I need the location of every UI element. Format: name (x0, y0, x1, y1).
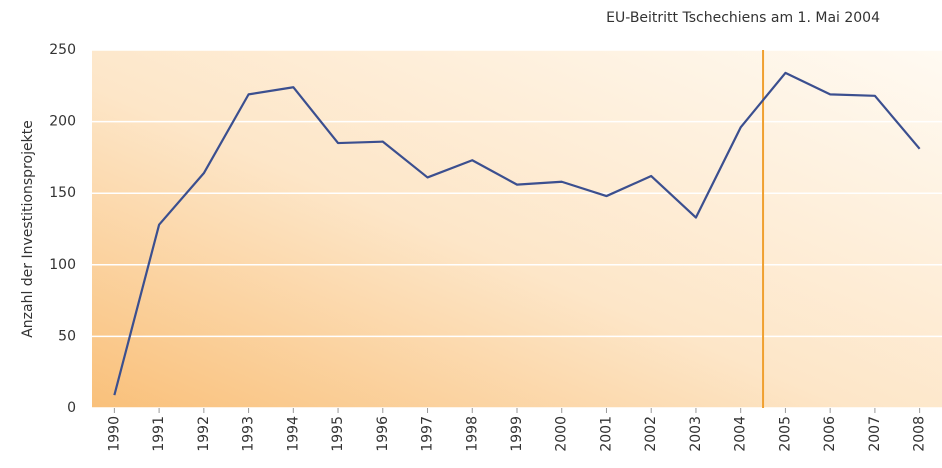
x-tick-label: 1998 (464, 416, 480, 452)
x-tick-label: 2003 (688, 416, 704, 452)
x-tick-label: 2006 (822, 416, 838, 452)
x-tick-label: 2005 (777, 416, 793, 452)
x-tick-label: 1991 (151, 416, 167, 452)
x-tick-label: 2000 (554, 416, 570, 452)
x-tick-label: 2008 (912, 416, 928, 452)
x-tick-label: 1999 (509, 416, 525, 452)
y-tick-label: 200 (49, 114, 76, 130)
y-axis-label: Anzahl der Investitionsprojekte (20, 120, 36, 338)
x-tick-label: 1992 (196, 416, 212, 452)
y-tick-label: 0 (67, 400, 76, 416)
x-tick-label: 1993 (241, 416, 257, 452)
x-tick-label: 2001 (598, 416, 614, 452)
x-tick-label: 2002 (643, 416, 659, 452)
x-tick-label: 2004 (733, 416, 749, 452)
x-tick-label: 2007 (867, 416, 883, 452)
x-tick-label: 1997 (420, 416, 436, 452)
y-tick-label: 150 (49, 185, 76, 201)
x-tick-label: 1995 (330, 416, 346, 452)
y-tick-label: 250 (49, 42, 76, 58)
event-label: EU-Beitritt Tschechiens am 1. Mai 2004 (606, 10, 880, 26)
plot-area (92, 50, 942, 408)
data-line (113, 71, 921, 396)
x-tick-label: 1990 (106, 416, 122, 452)
x-tick-label: 1994 (285, 416, 301, 452)
y-tick-label: 50 (58, 328, 76, 344)
x-tick-label: 1996 (375, 416, 391, 452)
y-tick-label: 100 (49, 257, 76, 273)
